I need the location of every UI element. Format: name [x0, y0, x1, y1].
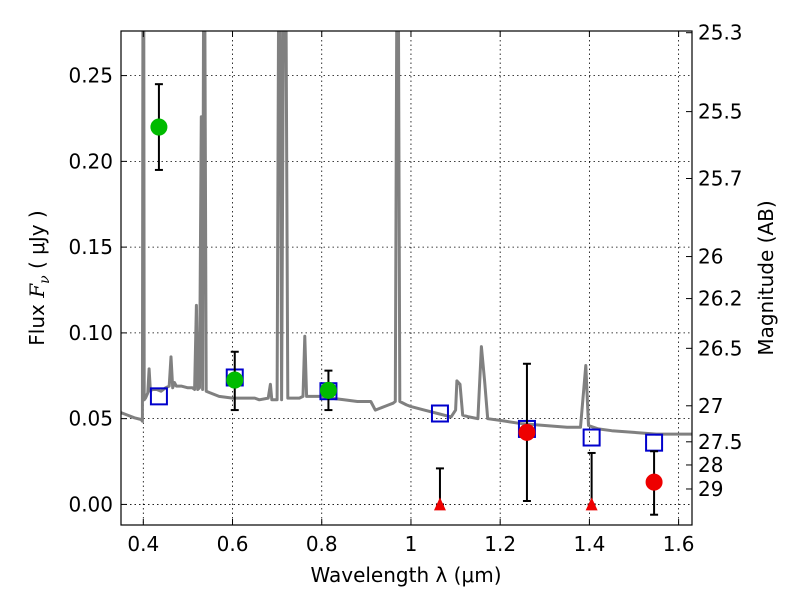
model-point-square [430, 404, 449, 423]
upper-limit-triangle [433, 497, 446, 511]
y2-tick-label: 27 [698, 394, 723, 418]
marks-layer [149, 83, 664, 516]
y-tick-label: 0.00 [68, 492, 113, 516]
y-tick-label: 0.20 [68, 149, 113, 173]
detected-point-circle [226, 371, 244, 389]
y-tick-label: 0.25 [68, 64, 113, 88]
detected-point-circle [150, 118, 168, 136]
y2-tick-label: 26.5 [698, 336, 743, 360]
y-tick-label: 0.10 [68, 321, 113, 345]
y2-tick-label: 25.5 [698, 100, 743, 124]
x-tick-label: 1.4 [573, 532, 605, 556]
x-tick-label: 0.4 [127, 532, 159, 556]
y2-tick-label: 27.5 [698, 430, 743, 454]
x-tick-label: 1 [405, 532, 418, 556]
x-axis-label: Wavelength λ (μm) [310, 563, 501, 587]
y2-tick-label: 26.2 [698, 287, 743, 311]
plot-background [121, 31, 692, 525]
y-tick-label: 0.05 [68, 407, 113, 431]
red-point-circle [518, 423, 536, 441]
x-tick-labels: 0.4 0.6 0.8 1 1.2 1.4 1.6 [127, 532, 694, 556]
y2-axis-label: Magnitude (AB) [754, 200, 778, 355]
model-point-square [149, 387, 168, 406]
y-tick-label: 0.15 [68, 235, 113, 259]
y-tick-labels: 0.00 0.05 0.10 0.15 0.20 0.25 [68, 64, 113, 517]
upper-limit-triangle [585, 497, 598, 511]
y2-tick-label: 25.3 [698, 21, 743, 45]
model-point-square [582, 428, 601, 447]
y2-tick-label: 26 [698, 245, 723, 269]
y2-tick-label: 29 [698, 477, 723, 501]
x-tick-label: 0.8 [306, 532, 338, 556]
y2-tick-label: 28 [698, 453, 723, 477]
red-point-circle [645, 473, 663, 491]
template-spectrum-line [121, 31, 692, 436]
x-tick-label: 0.6 [217, 532, 249, 556]
template-layer [121, 31, 692, 436]
y-axis-label: Flux Fν ( μJy ) [25, 210, 53, 345]
plot-frame [120, 30, 693, 526]
x-tick-label: 1.2 [484, 532, 516, 556]
detected-point-circle [319, 381, 337, 399]
ticks [121, 31, 692, 525]
x-tick-label: 1.6 [663, 532, 695, 556]
y2-tick-label: 25.7 [698, 167, 743, 191]
